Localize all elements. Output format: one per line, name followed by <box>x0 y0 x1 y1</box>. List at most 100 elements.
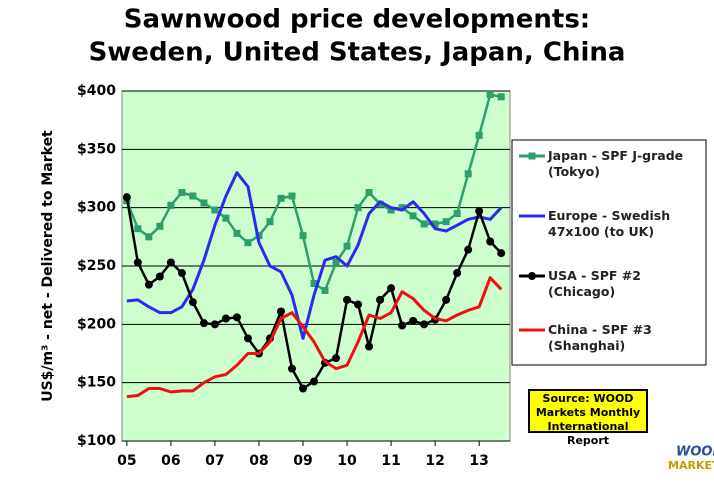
y-tick-label: $250 <box>77 258 116 274</box>
point <box>188 298 197 307</box>
point <box>133 258 142 267</box>
point <box>122 193 131 202</box>
point <box>233 229 241 237</box>
series <box>126 276 503 399</box>
point <box>464 245 473 254</box>
y-tick-label: $400 <box>77 83 116 99</box>
legend-box <box>511 139 707 366</box>
point <box>398 204 406 212</box>
y-tick-label: $200 <box>77 316 116 332</box>
point <box>420 320 429 329</box>
series <box>123 91 505 294</box>
x-tick-label: 09 <box>293 453 312 469</box>
point <box>475 207 484 216</box>
point <box>200 199 208 207</box>
point <box>221 314 230 323</box>
point <box>387 206 395 214</box>
point <box>398 321 407 330</box>
point <box>453 210 461 217</box>
source-box: Source: WOOD Markets Monthly Internation… <box>528 389 648 447</box>
point <box>409 316 418 325</box>
point <box>199 319 208 328</box>
point <box>243 334 252 343</box>
x-tick-label: 06 <box>161 453 180 469</box>
point <box>156 222 164 230</box>
legend-entry <box>519 272 545 280</box>
point <box>277 194 285 202</box>
legend-label: USA - SPF #2 (Chicago) <box>548 268 641 299</box>
y-axis-label: US$/m³ - net - Delivered to Market <box>40 130 56 402</box>
point <box>442 218 450 226</box>
point <box>475 131 483 139</box>
legend-label: Europe - Swedish 47x100 (to UK) <box>548 208 671 239</box>
legend-label: China - SPF #3 (Shanghai) <box>548 322 652 353</box>
line <box>126 276 503 399</box>
point <box>276 307 285 316</box>
point <box>222 214 230 222</box>
point <box>145 233 153 241</box>
point <box>497 93 505 101</box>
point <box>288 192 296 200</box>
point <box>376 295 385 304</box>
legend-marker <box>528 272 536 280</box>
point <box>287 364 296 373</box>
series <box>122 193 506 393</box>
point <box>244 239 252 247</box>
x-tick-label: 08 <box>249 453 268 469</box>
point <box>343 242 351 250</box>
point <box>321 287 329 294</box>
point <box>431 220 439 228</box>
point <box>178 189 186 196</box>
x-tick-label: 13 <box>469 453 488 469</box>
legend-entry <box>519 152 545 160</box>
point <box>486 91 494 98</box>
x-tick-label: 12 <box>425 453 444 469</box>
point <box>365 189 373 196</box>
x-tick-label: 05 <box>117 453 136 469</box>
point <box>442 295 451 304</box>
point <box>354 204 362 212</box>
legend-marker <box>528 152 536 160</box>
point <box>420 220 428 228</box>
point <box>453 269 462 277</box>
logo-text: WOOD <box>676 445 714 460</box>
point <box>486 237 495 246</box>
point <box>232 313 241 322</box>
point <box>177 269 186 277</box>
point <box>134 225 142 233</box>
x-tick-label: 07 <box>205 453 224 469</box>
point <box>211 206 219 214</box>
point <box>299 384 308 393</box>
chart-title: Sawnwood price developments: <box>124 5 590 35</box>
point <box>189 192 197 200</box>
point <box>310 377 319 386</box>
point <box>376 200 384 208</box>
point <box>409 212 417 220</box>
y-tick-label: $100 <box>77 433 116 449</box>
point <box>365 342 374 351</box>
point <box>155 272 164 281</box>
point <box>266 218 274 226</box>
point <box>387 284 396 293</box>
y-tick-label: $350 <box>77 141 116 157</box>
point <box>299 232 307 240</box>
point <box>166 258 175 267</box>
x-tick-label: 11 <box>381 453 400 469</box>
point <box>497 249 506 258</box>
point <box>332 354 341 363</box>
point <box>354 300 363 309</box>
y-tick-label: $150 <box>77 375 116 391</box>
point <box>144 280 153 289</box>
point <box>210 320 219 329</box>
legend-label: Japan - SPF J-grade (Tokyo) <box>548 148 684 179</box>
x-tick-label: 10 <box>337 453 357 469</box>
logo: WOOD MARKETS <box>668 445 714 473</box>
point <box>464 170 472 178</box>
point <box>310 280 318 287</box>
point <box>343 295 352 304</box>
point <box>167 201 175 209</box>
chart-title: Sweden, United States, Japan, China <box>89 38 626 68</box>
y-tick-label: $300 <box>77 200 116 216</box>
